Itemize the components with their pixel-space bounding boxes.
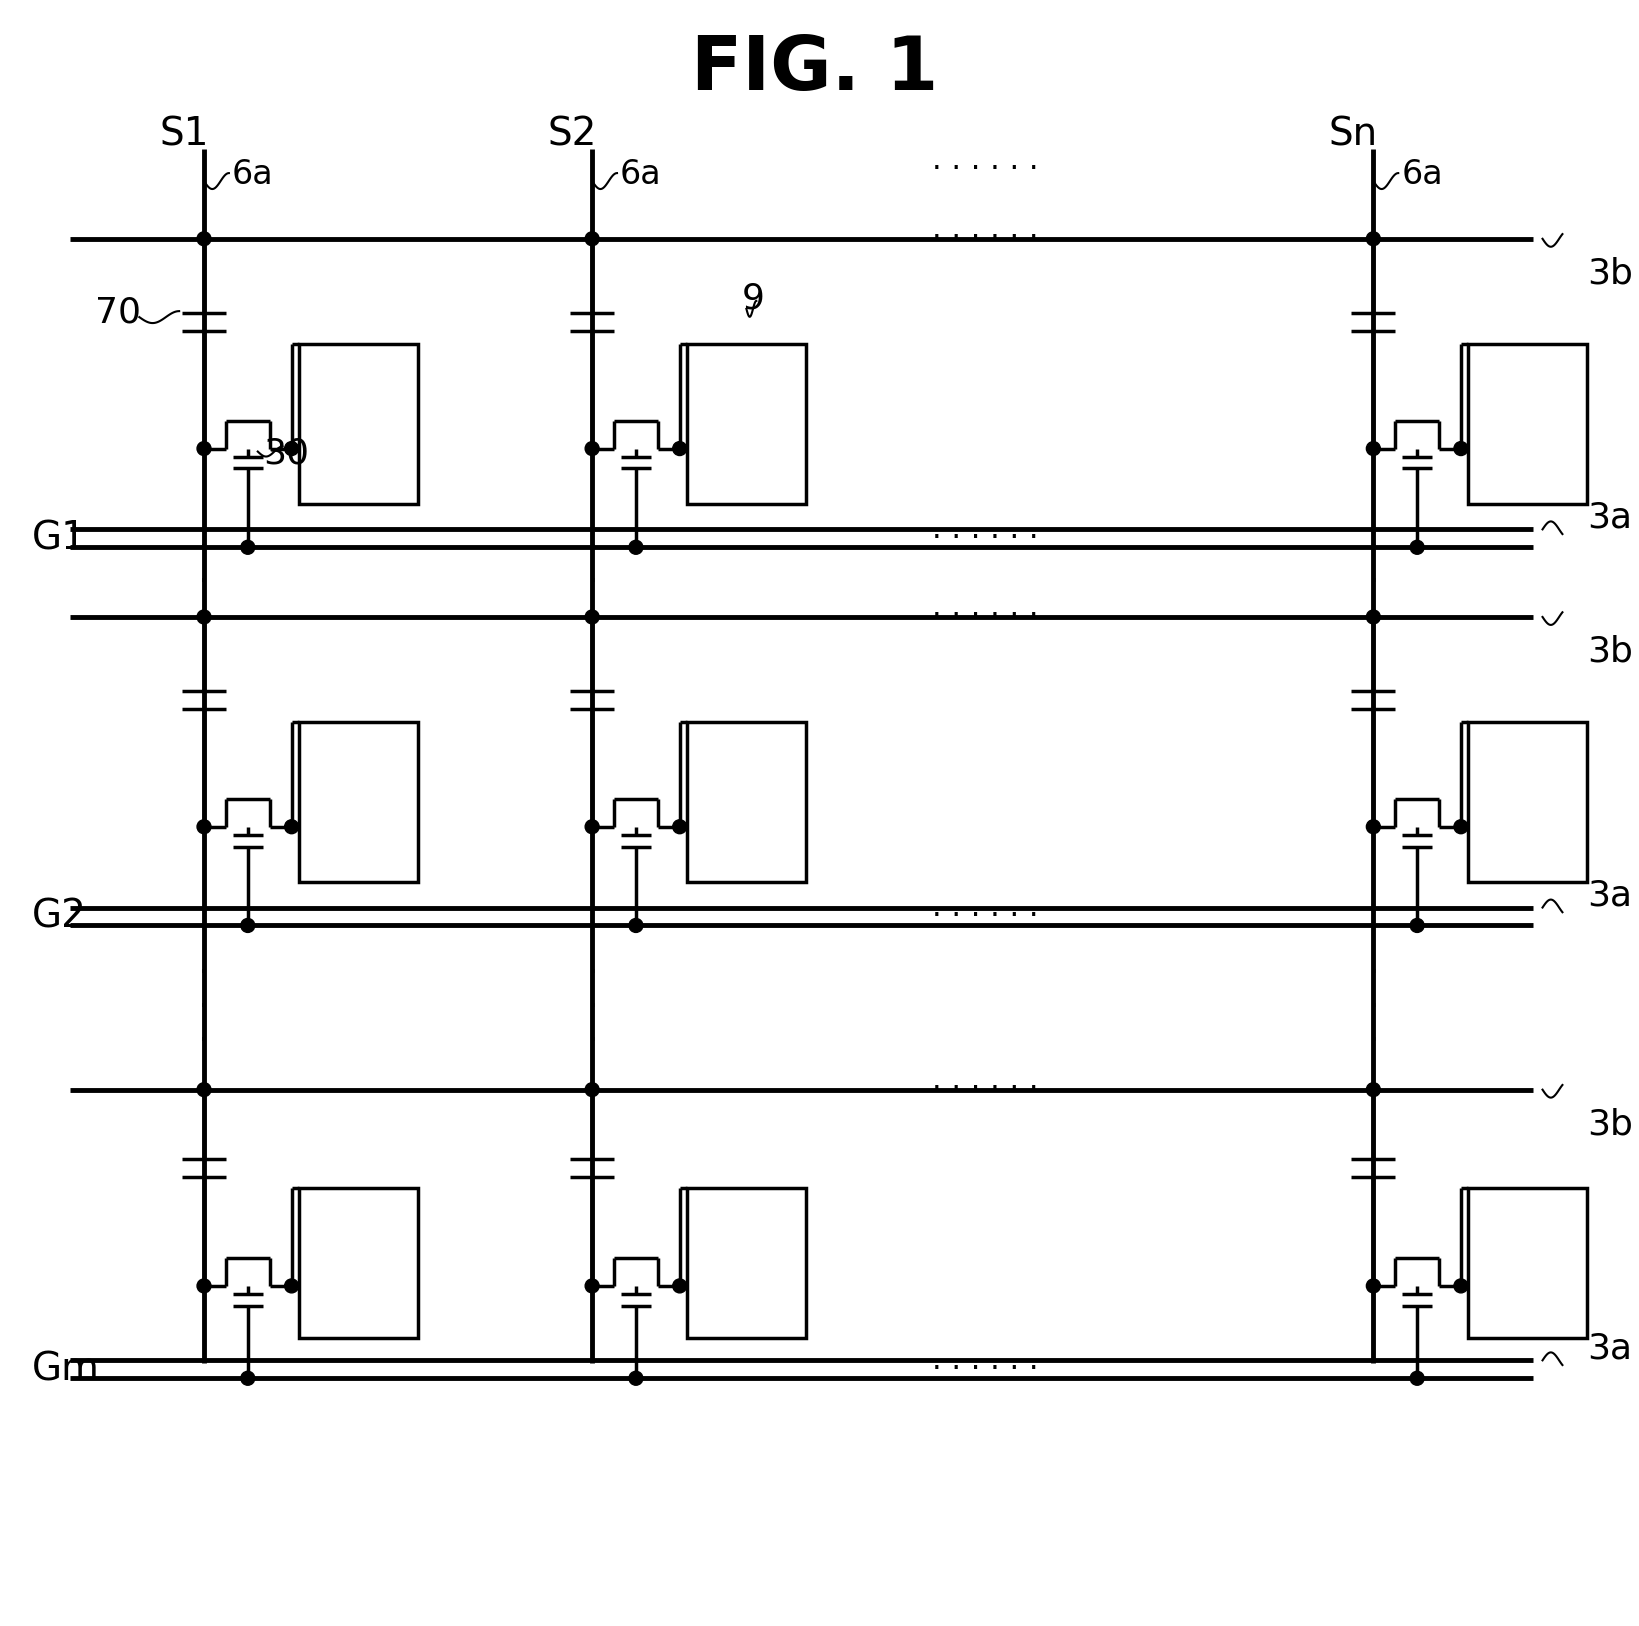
Text: G2: G2 xyxy=(31,898,87,935)
Text: 6a: 6a xyxy=(1401,158,1442,190)
Circle shape xyxy=(241,540,254,554)
Circle shape xyxy=(629,540,642,554)
Text: 6a: 6a xyxy=(231,158,274,190)
Bar xyxy=(687,343,806,504)
Text: 9: 9 xyxy=(741,281,764,315)
Text: ·
·
·: · · · xyxy=(200,959,208,1055)
Bar xyxy=(298,722,418,883)
Circle shape xyxy=(197,1083,211,1096)
Circle shape xyxy=(585,233,600,246)
Bar xyxy=(1469,1187,1587,1338)
Text: · · · · · ·: · · · · · · xyxy=(933,902,1039,932)
Bar xyxy=(298,343,418,504)
Text: 3b: 3b xyxy=(1587,634,1632,668)
Text: Gm: Gm xyxy=(31,1350,100,1389)
Bar xyxy=(687,1187,806,1338)
Circle shape xyxy=(672,820,687,834)
Text: · · · · · ·: · · · · · · xyxy=(933,1075,1039,1104)
Circle shape xyxy=(285,442,298,455)
Text: · · · · · ·: · · · · · · xyxy=(933,154,1039,184)
Circle shape xyxy=(197,820,211,834)
Circle shape xyxy=(1410,919,1424,932)
Text: · · · · · ·: · · · · · · xyxy=(933,524,1039,553)
Text: 6a: 6a xyxy=(620,158,662,190)
Circle shape xyxy=(285,820,298,834)
Text: 30: 30 xyxy=(262,436,308,470)
Circle shape xyxy=(197,233,211,246)
Text: ·
·
·: · · · xyxy=(587,959,597,1055)
Circle shape xyxy=(1367,610,1380,624)
Text: 3a: 3a xyxy=(1587,501,1632,535)
Bar xyxy=(687,722,806,883)
Text: 3b: 3b xyxy=(1587,257,1632,291)
Text: · · · · · ·: · · · · · · xyxy=(933,224,1039,254)
Bar xyxy=(298,1187,418,1338)
Text: G1: G1 xyxy=(31,519,87,558)
Circle shape xyxy=(585,820,600,834)
Text: FIG. 1: FIG. 1 xyxy=(692,33,939,106)
Circle shape xyxy=(197,610,211,624)
Text: ·
·
·: · · · xyxy=(1369,533,1378,631)
Circle shape xyxy=(672,442,687,455)
Circle shape xyxy=(241,919,254,932)
Circle shape xyxy=(1410,540,1424,554)
Circle shape xyxy=(1367,820,1380,834)
Circle shape xyxy=(585,1280,600,1293)
Text: 3a: 3a xyxy=(1587,878,1632,912)
Circle shape xyxy=(629,919,642,932)
Circle shape xyxy=(285,1280,298,1293)
Text: 70: 70 xyxy=(95,296,141,328)
Circle shape xyxy=(197,442,211,455)
Circle shape xyxy=(672,1280,687,1293)
Circle shape xyxy=(1367,1083,1380,1096)
Circle shape xyxy=(1367,442,1380,455)
Bar xyxy=(1469,343,1587,504)
Text: S1: S1 xyxy=(159,115,208,153)
Circle shape xyxy=(1367,1280,1380,1293)
Circle shape xyxy=(1454,442,1469,455)
Circle shape xyxy=(1454,1280,1469,1293)
Text: S2: S2 xyxy=(547,115,597,153)
Text: 3b: 3b xyxy=(1587,1107,1632,1141)
Text: 3a: 3a xyxy=(1587,1332,1632,1366)
Circle shape xyxy=(197,1280,211,1293)
Text: ·
·
·: · · · xyxy=(200,533,208,631)
Circle shape xyxy=(1367,233,1380,246)
Text: · · · · · ·: · · · · · · xyxy=(933,1354,1039,1384)
Circle shape xyxy=(1410,1371,1424,1385)
Circle shape xyxy=(629,1371,642,1385)
Circle shape xyxy=(585,1083,600,1096)
Text: ·
·
·: · · · xyxy=(1369,959,1378,1055)
Circle shape xyxy=(585,442,600,455)
Circle shape xyxy=(1454,820,1469,834)
Circle shape xyxy=(585,610,600,624)
Text: ·
·
·: · · · xyxy=(587,533,597,631)
Circle shape xyxy=(241,1371,254,1385)
Text: Sn: Sn xyxy=(1329,115,1378,153)
Bar xyxy=(1469,722,1587,883)
Text: · · · · · ·: · · · · · · xyxy=(933,603,1039,631)
